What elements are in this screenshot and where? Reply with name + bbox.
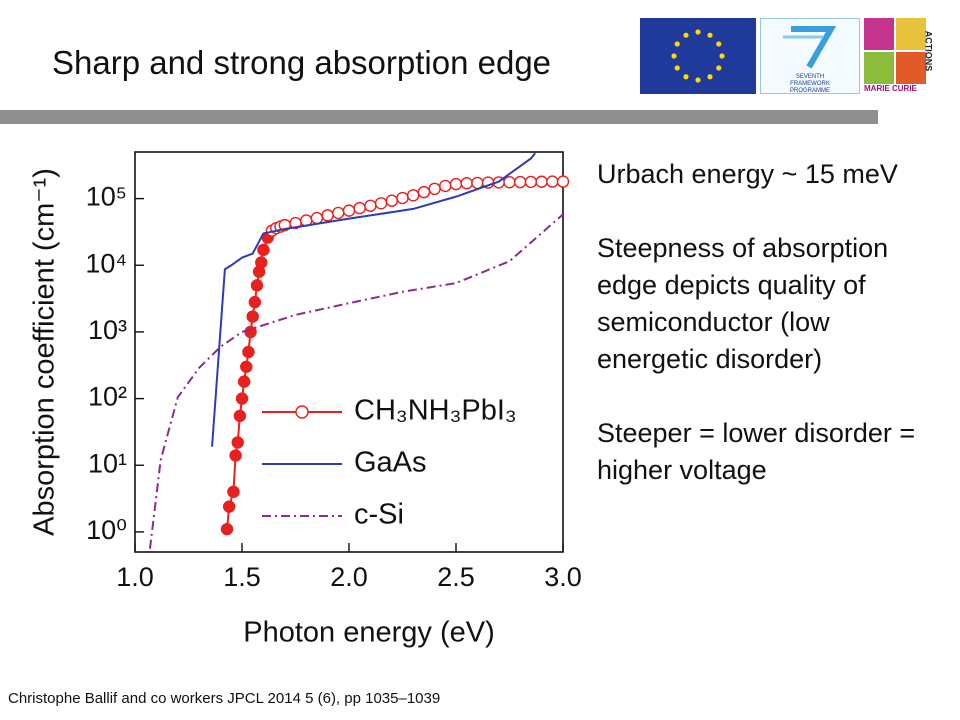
data-point xyxy=(255,256,268,269)
y-tick-label: 10⁵ xyxy=(86,182,127,212)
eu-star xyxy=(683,32,689,38)
bullet: Urbach energy ~ 15 meV xyxy=(597,159,898,189)
citation: Christophe Ballif and co workers JPCL 20… xyxy=(8,690,441,707)
data-point xyxy=(556,175,570,188)
bullet: Steeper = lower disorder = higher voltag… xyxy=(597,418,916,485)
bullet-list: Urbach energy ~ 15 meV Steepness of absor… xyxy=(597,156,942,526)
y-axis-label: Absorption coefficient (cm⁻¹) xyxy=(29,168,61,536)
eu-star xyxy=(671,53,677,59)
legend-marker xyxy=(295,405,309,419)
data-point xyxy=(374,197,388,210)
eu-stars xyxy=(671,29,725,83)
y-tick-label: 10² xyxy=(88,382,127,412)
title-bar xyxy=(0,110,878,124)
eu-star xyxy=(716,41,722,47)
legend-label: c-Si xyxy=(354,499,404,531)
data-point xyxy=(417,185,431,199)
mc-text: MARIE CURIE xyxy=(864,84,917,93)
eu-star xyxy=(716,65,722,71)
y-tick-label: 10³ xyxy=(88,315,127,345)
data-point xyxy=(227,485,240,498)
fp7-mark xyxy=(783,26,837,69)
eu-star xyxy=(683,74,689,80)
x-tick-label: 2.0 xyxy=(330,562,368,592)
data-point xyxy=(235,392,249,405)
data-point xyxy=(310,211,324,225)
data-point xyxy=(364,199,377,212)
data-point xyxy=(242,345,255,359)
eu-star xyxy=(707,74,713,80)
data-point xyxy=(229,449,242,462)
slide-title: Sharp and strong absorption edge xyxy=(52,44,552,81)
data-point xyxy=(407,189,420,202)
eu-star xyxy=(719,53,725,59)
eu-flag xyxy=(640,18,756,94)
data-point xyxy=(250,279,264,292)
data-point xyxy=(222,500,236,513)
data-point xyxy=(503,176,516,189)
data-point xyxy=(396,191,409,205)
data-point xyxy=(535,175,548,188)
data-point xyxy=(231,436,244,449)
data-point xyxy=(524,175,538,189)
data-point xyxy=(257,243,270,257)
data-point xyxy=(546,175,559,188)
eu-star xyxy=(695,29,701,35)
eu-star xyxy=(695,77,701,83)
x-tick-label: 1.0 xyxy=(116,562,154,592)
data-point xyxy=(244,325,257,339)
data-point xyxy=(248,295,262,309)
data-point xyxy=(353,201,366,215)
legend-label: GaAs xyxy=(354,447,427,479)
x-tick-label: 1.5 xyxy=(223,562,261,592)
bullet: Steepness of absorption edge depicts qua… xyxy=(597,233,889,374)
data-point xyxy=(240,360,253,373)
data-point xyxy=(428,182,441,196)
fp7-text: SEVENTH FRAMEWORK PROGRAMME xyxy=(789,74,830,94)
data-point xyxy=(237,375,251,388)
series-line xyxy=(148,213,563,549)
marie-curie-logo: MARIE CURIE ACTIONS xyxy=(864,18,942,94)
y-tick-label: 10⁴ xyxy=(85,248,127,278)
data-point xyxy=(342,204,356,217)
x-axis-label: Photon energy (eV) xyxy=(243,617,494,649)
x-tick-label: 2.5 xyxy=(437,562,475,592)
fp7-logo: SEVENTH FRAMEWORK PROGRAMME xyxy=(760,18,860,94)
eu-star xyxy=(707,32,713,38)
data-point xyxy=(332,206,345,220)
x-tick-label: 3.0 xyxy=(544,562,582,592)
data-point xyxy=(514,175,527,189)
data-point xyxy=(439,179,452,193)
y-tick-label: 10⁰ xyxy=(86,515,127,545)
data-point xyxy=(449,177,463,191)
eu-star xyxy=(674,41,680,47)
eu-star xyxy=(674,65,680,71)
data-point xyxy=(460,177,473,190)
y-tick-label: 10¹ xyxy=(88,448,127,478)
data-point xyxy=(246,310,259,323)
data-point xyxy=(385,194,398,207)
mc-tiles xyxy=(864,18,926,84)
data-point xyxy=(220,522,234,536)
series-line xyxy=(211,152,536,447)
data-point xyxy=(233,409,247,423)
data-point xyxy=(321,209,334,222)
legend-label: CH₃NH₃PbI₃ xyxy=(354,395,517,427)
